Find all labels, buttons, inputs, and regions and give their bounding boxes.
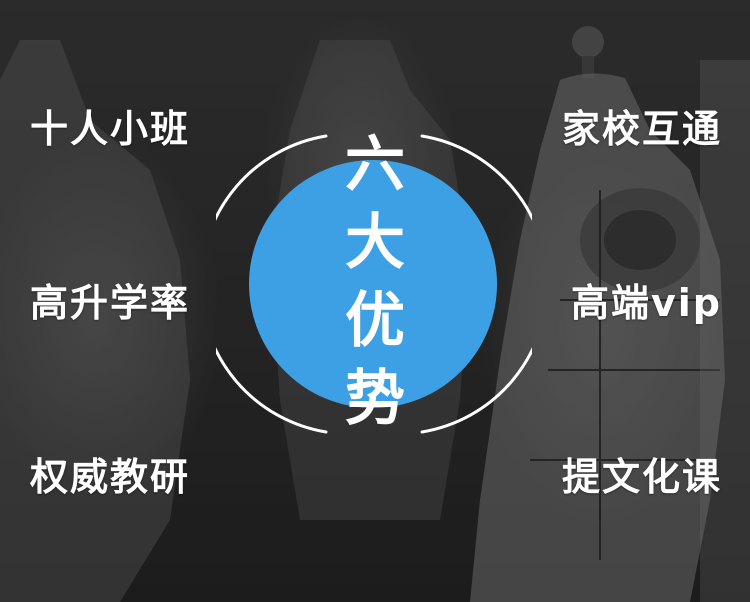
feature-home-school-communication: 家校互通: [561, 107, 722, 151]
mannequin-right: [470, 26, 725, 602]
center-circle: [249, 160, 497, 408]
mannequin-left: [0, 40, 190, 602]
center-title: 六大优势: [345, 130, 405, 434]
feature-small-class: 十人小班: [30, 107, 191, 151]
decorative-arcs: [216, 134, 532, 434]
feature-culture-courses: 提文化课: [561, 455, 722, 499]
feature-authoritative-research: 权威教研: [30, 455, 191, 499]
feature-high-admission-rate: 高升学率: [30, 281, 191, 325]
mannequin-far-right: [700, 60, 750, 602]
feature-premium-vip: 高端vip: [571, 281, 722, 325]
